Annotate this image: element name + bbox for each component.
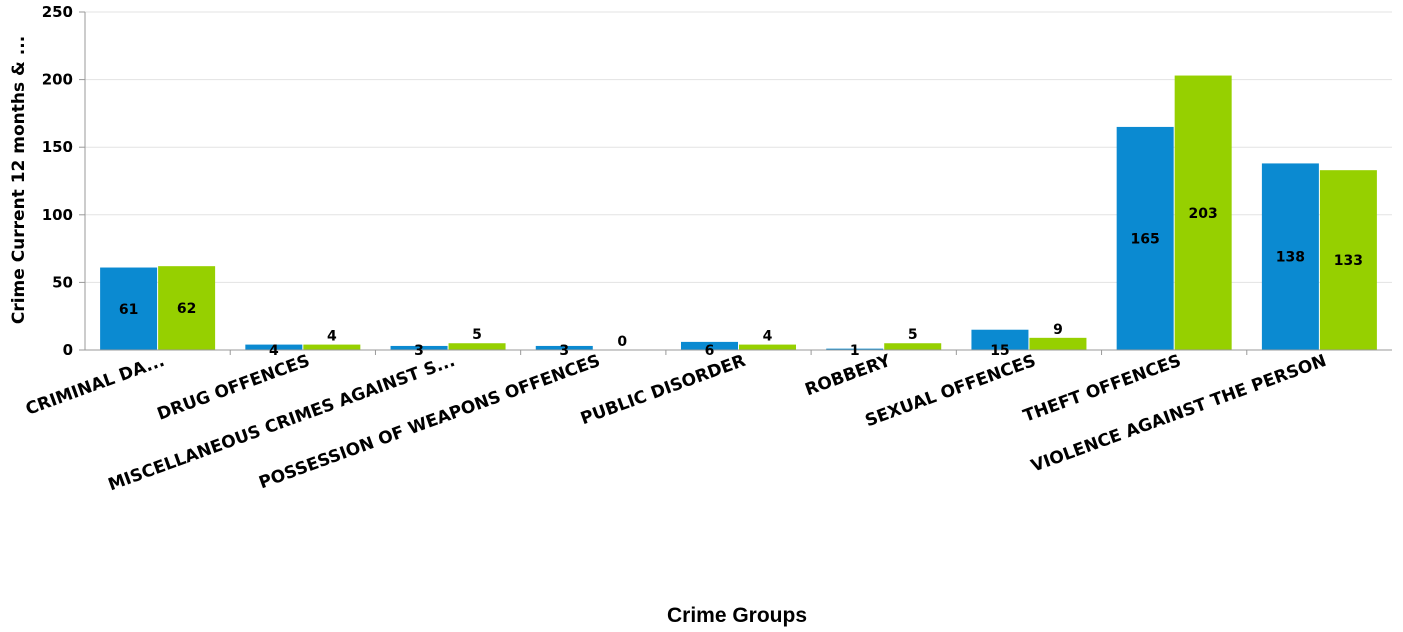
data-label: 133 bbox=[1334, 253, 1363, 269]
bar bbox=[681, 341, 738, 350]
bar bbox=[884, 343, 942, 350]
data-label: 4 bbox=[763, 329, 773, 345]
data-label: 5 bbox=[908, 327, 918, 343]
data-label: 203 bbox=[1189, 206, 1218, 222]
x-tick-label: CRIMINAL DA... bbox=[23, 351, 167, 420]
data-label: 1 bbox=[850, 343, 860, 359]
bar bbox=[303, 344, 361, 350]
data-label: 6 bbox=[705, 343, 715, 359]
y-tick-label: 50 bbox=[52, 273, 73, 291]
x-tick-labels: CRIMINAL DA...DRUG OFFENCESMISCELLANEOUS… bbox=[23, 351, 1329, 496]
y-tick-label: 100 bbox=[42, 206, 73, 224]
gridlines bbox=[79, 11, 1392, 351]
data-label: 61 bbox=[119, 302, 138, 318]
bar bbox=[245, 344, 303, 350]
bar bbox=[826, 348, 884, 350]
data-label: 3 bbox=[559, 343, 569, 359]
bar bbox=[971, 329, 1029, 350]
y-axis-title: Crime Current 12 months & ... bbox=[9, 36, 29, 324]
y-tick-label: 200 bbox=[42, 71, 73, 89]
bar bbox=[390, 345, 448, 350]
y-tick-label: 0 bbox=[63, 341, 73, 359]
y-tick-labels: 0 50 100 150 200 250 bbox=[42, 3, 73, 359]
bar bbox=[1029, 337, 1087, 350]
x-tick-label: ROBBERY bbox=[802, 351, 894, 401]
data-label: 138 bbox=[1276, 250, 1305, 266]
bar bbox=[1319, 170, 1377, 350]
bar bbox=[739, 344, 796, 350]
y-tick-label: 150 bbox=[42, 138, 73, 156]
bar bbox=[535, 345, 593, 350]
data-label: 0 bbox=[617, 334, 627, 350]
bars bbox=[100, 75, 1377, 350]
data-label: 5 bbox=[472, 327, 482, 343]
bar bbox=[1261, 163, 1319, 350]
data-label: 62 bbox=[177, 301, 196, 317]
data-label: 15 bbox=[990, 343, 1009, 359]
x-tick-label: PUBLIC DISORDER bbox=[578, 351, 748, 429]
bar bbox=[1116, 126, 1174, 350]
data-label: 9 bbox=[1053, 322, 1063, 338]
data-label: 4 bbox=[269, 343, 279, 359]
data-label: 3 bbox=[414, 343, 424, 359]
data-label: 4 bbox=[327, 329, 337, 345]
axes bbox=[84, 12, 1392, 355]
bar bbox=[448, 343, 506, 350]
bar bbox=[100, 267, 158, 350]
y-tick-label: 250 bbox=[42, 3, 73, 21]
x-axis-title: Crime Groups bbox=[667, 604, 807, 627]
data-label: 165 bbox=[1131, 231, 1160, 247]
bar bbox=[1174, 75, 1232, 350]
bar bbox=[158, 266, 216, 350]
